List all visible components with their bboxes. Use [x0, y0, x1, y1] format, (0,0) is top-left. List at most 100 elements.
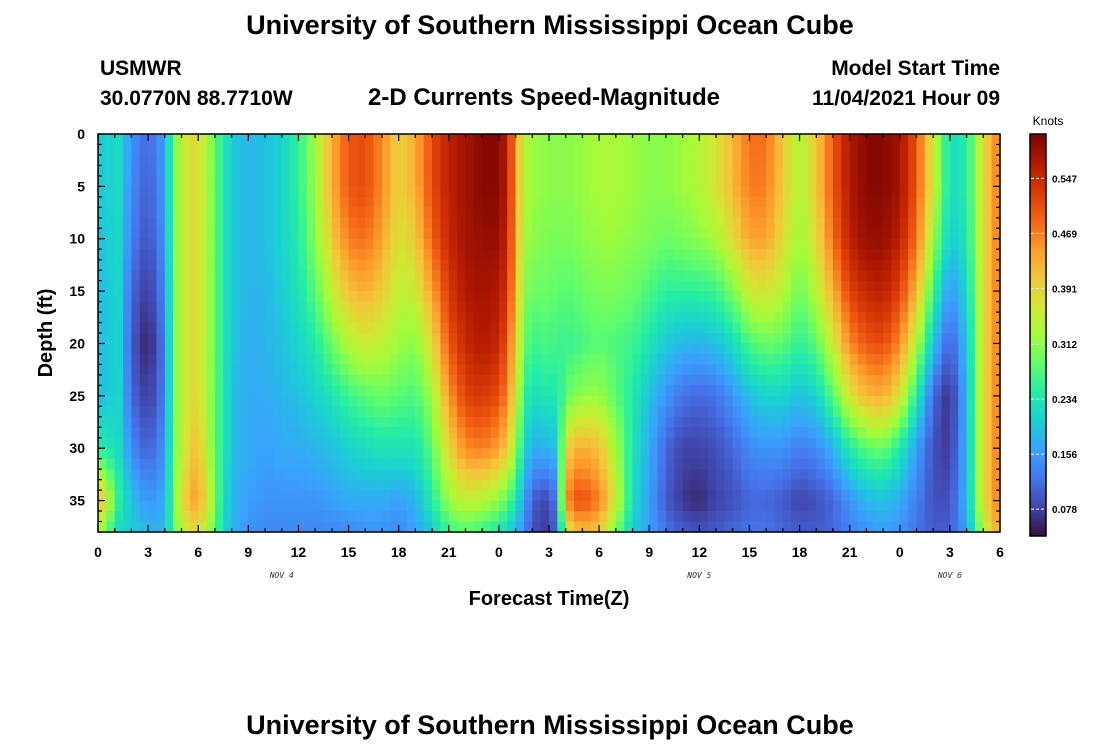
heatmap-cell	[139, 458, 149, 470]
heatmap-cell	[482, 416, 492, 428]
heatmap-cell	[816, 280, 826, 292]
heatmap-cell	[106, 238, 116, 250]
model-start-value: 11/04/2021 Hour 09	[812, 87, 1000, 110]
heatmap-cell	[298, 343, 308, 355]
heatmap-cell	[373, 165, 383, 177]
heatmap-cell	[432, 259, 442, 271]
heatmap-cell	[131, 353, 141, 366]
heatmap-cell	[883, 353, 893, 366]
heatmap-cell	[908, 134, 918, 146]
heatmap-cell	[665, 270, 675, 282]
heatmap-cell	[732, 385, 742, 397]
heatmap-cell	[565, 490, 575, 502]
heatmap-cell	[306, 448, 316, 460]
heatmap-cell	[123, 458, 133, 470]
heatmap-cell	[298, 154, 308, 167]
heatmap-cell	[574, 479, 584, 491]
heatmap-cell	[281, 249, 291, 261]
heatmap-cell	[331, 458, 341, 470]
heatmap-cell	[983, 165, 993, 177]
heatmap-cell	[782, 458, 792, 470]
heatmap-cell	[899, 144, 909, 156]
heatmap-cell	[615, 395, 625, 407]
heatmap-cell	[632, 238, 642, 250]
heatmap-cell	[164, 186, 174, 198]
heatmap-cell	[373, 134, 383, 146]
heatmap-cell	[799, 448, 809, 460]
heatmap-cell	[649, 322, 659, 334]
heatmap-cell	[231, 521, 241, 533]
heatmap-cell	[916, 385, 926, 397]
heatmap-cell	[682, 249, 692, 261]
heatmap-cell	[958, 521, 968, 533]
heatmap-cell	[156, 437, 166, 449]
heatmap-cell	[298, 280, 308, 292]
heatmap-cell	[958, 353, 968, 366]
heatmap-cell	[590, 406, 600, 418]
heatmap-cell	[640, 249, 650, 261]
heatmap-cell	[348, 249, 358, 261]
heatmap-cell	[624, 469, 634, 481]
heatmap-cell	[665, 395, 675, 407]
heatmap-cell	[540, 521, 550, 533]
heatmap-cell	[883, 448, 893, 460]
heatmap-cell	[657, 416, 667, 428]
heatmap-cell	[590, 280, 600, 292]
heatmap-cell	[306, 207, 316, 219]
heatmap-cell	[933, 479, 943, 491]
heatmap-cell	[624, 144, 634, 156]
heatmap-cell	[206, 458, 216, 470]
heatmap-cell	[348, 364, 358, 376]
heatmap-cell	[716, 270, 725, 282]
heatmap-cell	[674, 479, 684, 491]
heatmap-cell	[649, 374, 659, 386]
heatmap-cell	[674, 196, 684, 208]
heatmap-cell	[532, 406, 542, 418]
heatmap-cell	[874, 217, 884, 229]
heatmap-cell	[423, 196, 433, 208]
heatmap-cell	[365, 448, 375, 460]
heatmap-cell	[949, 479, 959, 491]
heatmap-cell	[515, 259, 525, 271]
heatmap-cell	[440, 458, 450, 470]
heatmap-cell	[473, 196, 483, 208]
heatmap-cell	[206, 322, 216, 334]
heatmap-cell	[448, 154, 458, 167]
heatmap-cell	[206, 186, 216, 198]
heatmap-cell	[941, 249, 951, 261]
heatmap-cell	[958, 238, 968, 250]
heatmap-cell	[766, 186, 776, 198]
heatmap-cell	[741, 406, 751, 418]
heatmap-cell	[331, 333, 341, 345]
heatmap-cell	[265, 165, 274, 177]
heatmap-cell	[290, 280, 300, 292]
heatmap-cell	[924, 217, 934, 229]
heatmap-cell	[749, 374, 759, 386]
heatmap-cell	[824, 228, 834, 240]
heatmap-cell	[340, 270, 350, 282]
heatmap-cell	[448, 364, 458, 376]
heatmap-cell	[198, 270, 208, 282]
heatmap-cell	[582, 280, 592, 292]
heatmap-cell	[315, 511, 325, 523]
x-tick-label: 15	[742, 544, 758, 560]
heatmap-cell	[640, 144, 650, 156]
heatmap-cell	[523, 490, 533, 502]
heatmap-cell	[473, 280, 483, 292]
heatmap-cell	[298, 186, 308, 198]
heatmap-cell	[164, 343, 174, 355]
heatmap-cell	[741, 270, 751, 282]
heatmap-cell	[632, 333, 642, 345]
heatmap-cell	[348, 521, 358, 533]
heatmap-cell	[991, 144, 1001, 156]
heatmap-cell	[774, 280, 784, 292]
heatmap-cell	[690, 437, 700, 449]
heatmap-cell	[615, 165, 625, 177]
heatmap-cell	[440, 521, 450, 533]
heatmap-cell	[690, 259, 700, 271]
heatmap-cell	[265, 479, 274, 491]
heatmap-cell	[866, 364, 876, 376]
heatmap-cell	[791, 154, 801, 167]
heatmap-cell	[841, 228, 851, 240]
heatmap-cell	[849, 280, 859, 292]
